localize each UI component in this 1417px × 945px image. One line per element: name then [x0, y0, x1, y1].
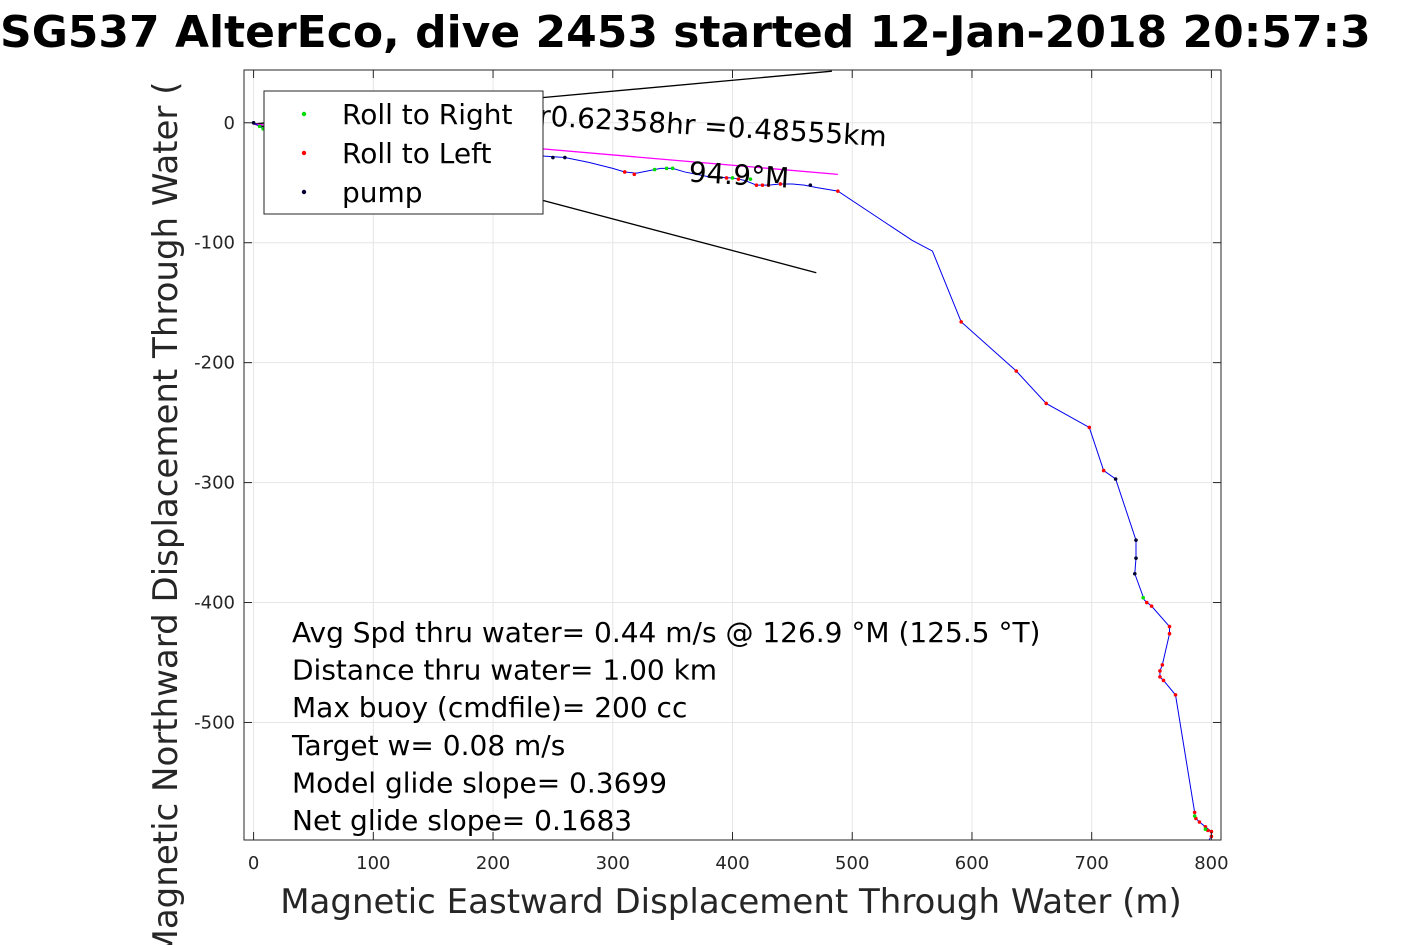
x-tick-label: 0 [248, 853, 259, 874]
stat-line-3: Target w= 0.08 m/s [291, 729, 565, 762]
legend-marker-1 [301, 150, 307, 156]
y-tick-label: -300 [194, 473, 235, 494]
pump-point [1132, 571, 1137, 576]
roll-left-point [1158, 675, 1162, 679]
y-tick-label: -400 [194, 593, 235, 614]
annotation-1: 94.9°M [688, 156, 790, 195]
roll-left-point [1101, 468, 1106, 473]
x-tick-label: 100 [356, 853, 390, 874]
stats-block: Avg Spd thru water= 0.44 m/s @ 126.9 °M … [291, 616, 1040, 837]
roll-left-point [1173, 693, 1178, 697]
roll-right-point [670, 166, 675, 171]
roll-left-point [1192, 810, 1197, 815]
roll-right-point [1203, 827, 1208, 832]
stat-line-4: Model glide slope= 0.3699 [292, 766, 667, 799]
chart-title: SG537 AlterEco, dive 2453 started 12-Jan… [0, 7, 1371, 58]
x-tick-label: 300 [596, 853, 630, 874]
stat-line-0: Avg Spd thru water= 0.44 m/s @ 126.9 °M … [292, 616, 1040, 649]
roll-left-point [959, 320, 963, 324]
pump-point [808, 183, 813, 187]
roll-left-point [778, 182, 783, 186]
roll-left-point [1167, 631, 1172, 636]
legend-marker-0 [301, 111, 307, 117]
roll-left-point [1209, 829, 1214, 834]
y-tick-label: -200 [194, 353, 235, 374]
roll-left-point [622, 170, 627, 174]
roll-left-point [1158, 669, 1162, 673]
roll-right-point [257, 124, 262, 129]
x-tick-label: 200 [476, 853, 510, 874]
roll-left-point [1087, 425, 1092, 430]
pump-point [251, 120, 256, 125]
roll-left-point [1014, 369, 1019, 373]
legend-label-0: Roll to Right [342, 98, 513, 131]
roll-left-point [736, 177, 741, 181]
roll-left-point [1144, 600, 1149, 605]
roll-right-point [748, 177, 753, 181]
roll-right-point [664, 166, 669, 171]
roll-left-point [760, 183, 765, 187]
roll-left-point [836, 189, 840, 193]
legend-box [263, 90, 544, 215]
roll-left-point [1197, 820, 1202, 824]
pump-point [563, 155, 567, 160]
roll-left-point [1044, 401, 1048, 406]
pump-point [1134, 556, 1138, 560]
x-tick-label: 400 [715, 853, 749, 874]
legend-label-2: pump [342, 176, 423, 209]
pump-point [551, 155, 555, 160]
roll-right-point [1141, 595, 1145, 600]
stat-line-2: Max buoy (cmdfile)= 200 cc [292, 691, 687, 724]
pump-point [1134, 538, 1138, 542]
roll-right-point [730, 176, 735, 180]
y-tick-label: -100 [194, 233, 235, 254]
x-tick-label: 600 [955, 853, 989, 874]
y-tick-label: -500 [194, 712, 235, 733]
x-tick-label: 500 [835, 853, 869, 874]
roll-left-point [1167, 624, 1172, 629]
pump-point [1113, 477, 1118, 481]
roll-right-point [652, 167, 657, 172]
legend-label-1: Roll to Left [342, 137, 491, 170]
y-tick-label: 0 [224, 113, 235, 134]
roll-left-point [632, 172, 637, 177]
axes-frame [243, 69, 1222, 841]
x-tick-label: 700 [1075, 853, 1109, 874]
stat-line-5: Net glide slope= 0.1683 [292, 804, 632, 837]
stat-line-1: Distance thru water= 1.00 km [292, 654, 717, 687]
legend: Roll to Right Roll to Left pump [263, 90, 544, 215]
roll-left-point [724, 176, 729, 180]
roll-left-point [1160, 663, 1165, 667]
tick-labels: 0 100 200 300 400 500 600 700 800 0 -100 -200 -300 -4… [194, 113, 1228, 874]
x-tick-label: 800 [1194, 853, 1228, 874]
roll-right-point [1192, 814, 1197, 818]
roll-left-point [766, 183, 771, 187]
y-axis-label: Magnetic Northward Displacement Through … [146, 82, 186, 945]
roll-left-point [1161, 678, 1166, 683]
roll-left-point [1149, 604, 1154, 608]
legend-marker-2 [301, 189, 307, 195]
roll-left-point [754, 183, 759, 187]
x-axis-label: Magnetic Eastward Displacement Through W… [280, 882, 1182, 922]
